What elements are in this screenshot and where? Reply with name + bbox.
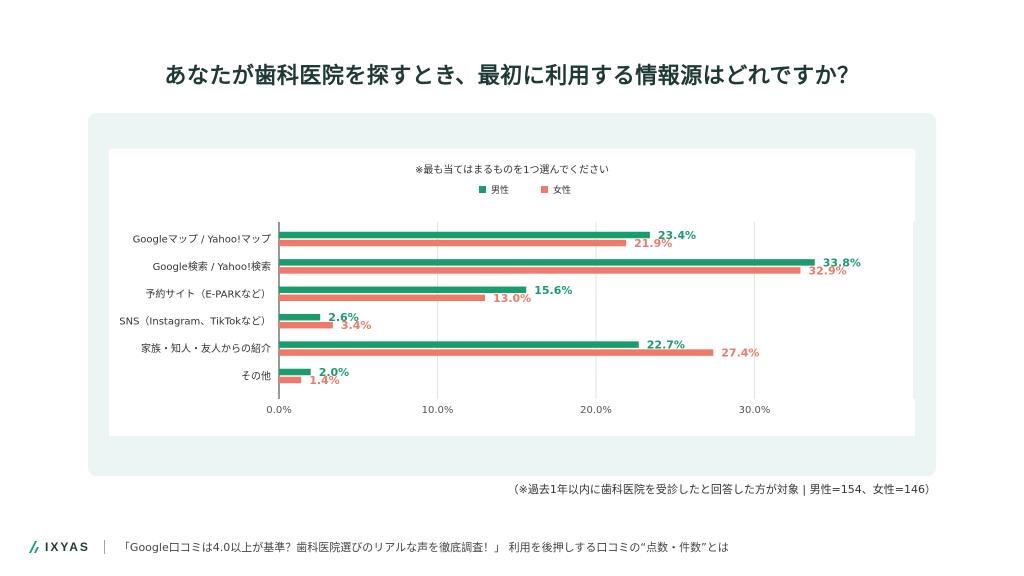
chart-grid: 0.0% 10.0% 20.0% 30.0% <box>266 222 915 416</box>
legend-swatch-1 <box>541 186 548 193</box>
legend-label-0: 男性 <box>491 184 509 196</box>
chart-bars: Googleマップ / Yahoo!マップ 23.4%21.9% Google検索 … <box>119 229 861 387</box>
value-label-male-2: 15.6% <box>534 284 572 297</box>
bar-male-1 <box>279 259 815 266</box>
brand-name: IXYAS <box>45 540 90 554</box>
category-label-0: Googleマップ / Yahoo!マップ <box>133 234 271 246</box>
category-label-3: SNS（Instagram、TikTokなど） <box>119 316 271 328</box>
footer-divider <box>103 540 105 554</box>
legend-swatch-0 <box>479 186 486 193</box>
bar-female-4 <box>279 349 714 356</box>
bar-chart: ※最も当てはまるものを1つ選んでください 男性 女性 0.0% 10.0% 20.0%… <box>119 163 915 416</box>
x-tick-label-0: 0.0% <box>266 405 291 416</box>
page-title: あなたが歯科医院を探すとき、最初に利用する情報源はどれですか？ <box>164 64 860 89</box>
category-label-5: その他 <box>241 370 271 383</box>
bar-male-2 <box>279 286 527 294</box>
chart-subtitle: ※最も当てはまるものを1つ選んでください <box>415 163 609 176</box>
chart-legend: 男性 女性 <box>479 184 571 196</box>
value-label-male-3: 2.6% <box>328 311 359 324</box>
value-label-male-0: 23.4% <box>658 229 696 242</box>
bar-male-0 <box>279 231 650 239</box>
bar-male-3 <box>279 313 321 321</box>
category-label-4: 家族・知人・友人からの紹介 <box>141 342 271 355</box>
bar-female-5 <box>279 376 302 384</box>
x-tick-label-1: 10.0% <box>422 405 454 416</box>
brand-logo[interactable]: IXYAS <box>28 540 90 554</box>
value-label-male-4: 22.7% <box>647 339 685 352</box>
legend-label-1: 女性 <box>553 184 571 196</box>
footer-article-title[interactable]: 「Google口コミは4.0以上が基準？歯科医院選びのリアルな声を徹底調査！」 … <box>118 541 729 554</box>
value-label-female-3: 3.4% <box>341 319 372 332</box>
bar-female-3 <box>279 321 333 329</box>
x-tick-label-3: 30.0% <box>739 405 771 416</box>
value-label-female-5: 1.4% <box>309 374 340 387</box>
bar-female-2 <box>279 294 486 302</box>
bar-female-0 <box>279 239 627 247</box>
bar-female-1 <box>279 267 801 274</box>
value-label-female-4: 27.4% <box>721 347 759 360</box>
value-label-female-0: 21.9% <box>634 237 672 250</box>
sample-note: （※過去1年以内に歯科医院を受診したと回答した方が対象 | 男性=154、女性=… <box>507 483 936 496</box>
x-tick-label-2: 20.0% <box>580 405 612 416</box>
brand-mark-icon <box>29 541 39 553</box>
value-label-male-1: 33.8% <box>823 256 861 269</box>
bar-male-4 <box>279 341 639 348</box>
category-label-2: 予約サイト（E-PARKなど） <box>145 287 271 300</box>
footer: IXYAS 「Google口コミは4.0以上が基準？歯科医院選びのリアルな声を徹… <box>28 538 729 556</box>
value-label-female-1: 32.9% <box>808 264 846 277</box>
chart-card: ※最も当てはまるものを1つ選んでください 男性 女性 0.0% 10.0% 20.0%… <box>109 149 915 436</box>
value-label-male-5: 2.0% <box>319 366 350 379</box>
category-label-1: Google検索 / Yahoo!検索 <box>153 260 271 273</box>
bar-male-5 <box>279 368 311 376</box>
value-label-female-2: 13.0% <box>493 292 531 305</box>
